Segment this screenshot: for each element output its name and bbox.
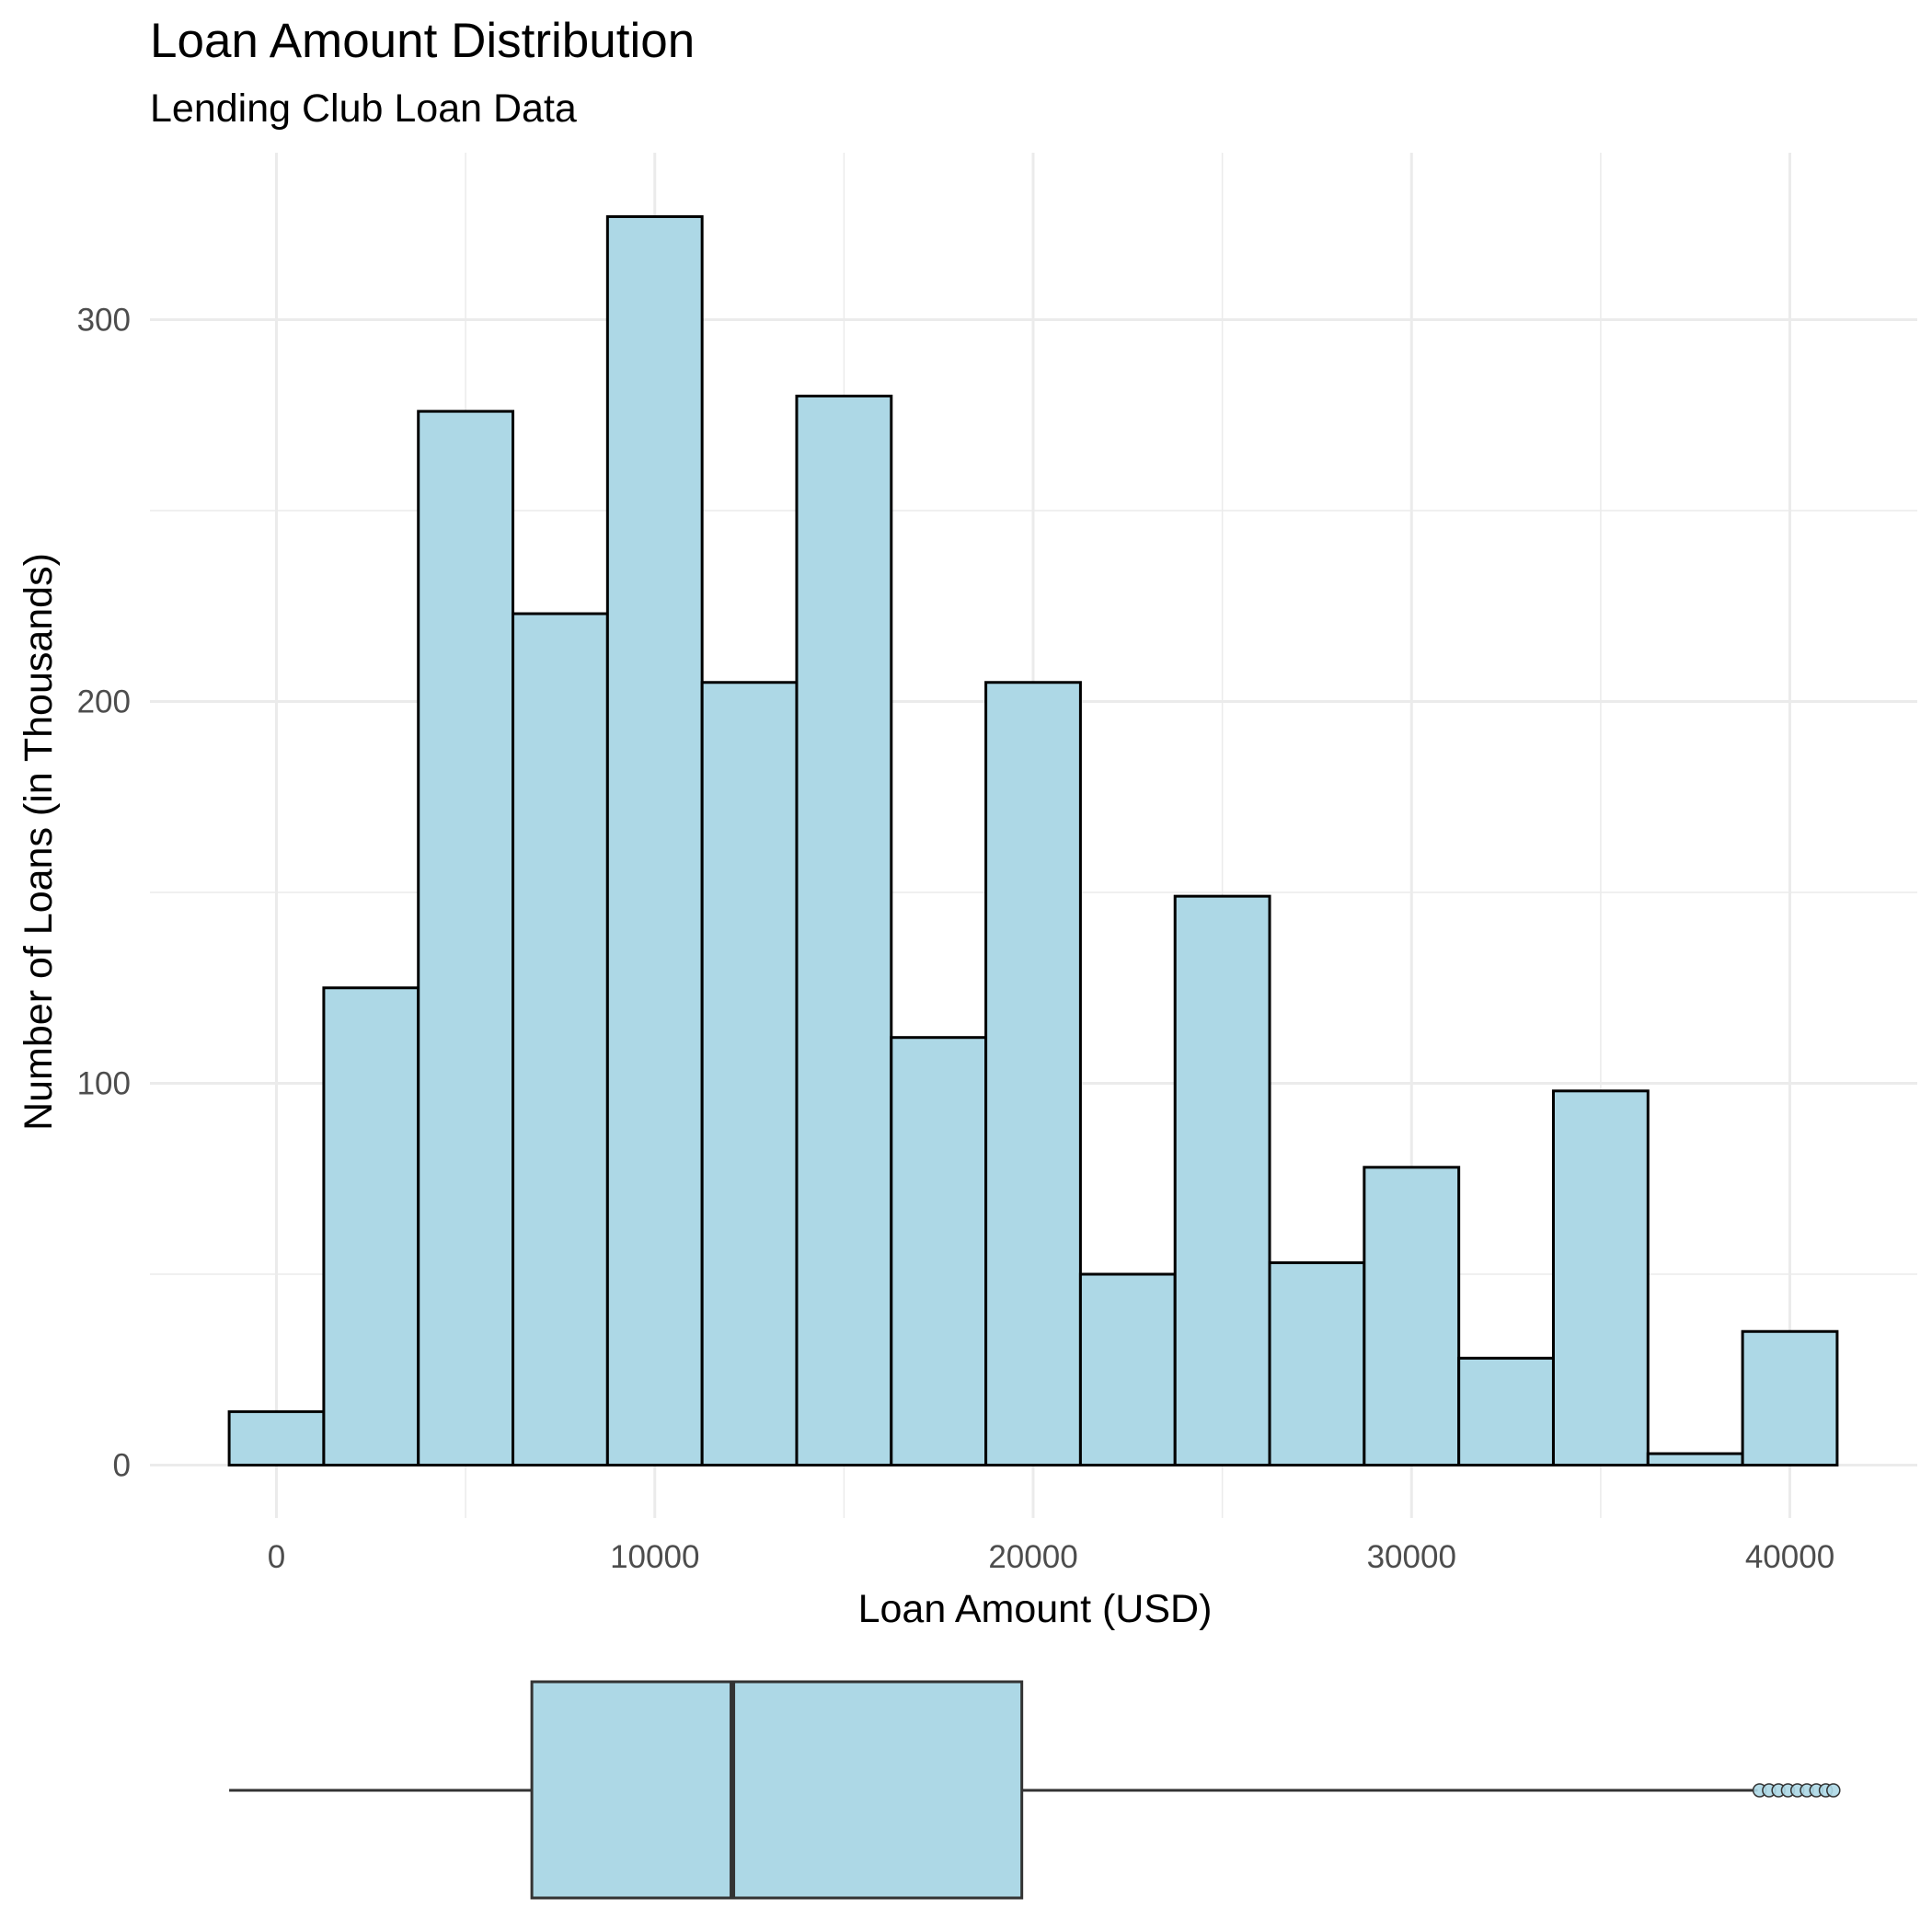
x-tick-label: 30000 [1367, 1539, 1456, 1575]
histogram-bar [795, 395, 893, 1466]
histogram-bar [417, 409, 515, 1467]
histogram-bars [227, 214, 1839, 1467]
histogram-bar [605, 214, 704, 1467]
boxplot [229, 1680, 1841, 1900]
histogram-bar [700, 681, 799, 1466]
histogram-bar [1173, 894, 1271, 1466]
y-tick-label: 100 [77, 1066, 131, 1102]
histogram-bar [1551, 1089, 1650, 1467]
x-tick-label: 20000 [988, 1539, 1077, 1575]
x-axis-title: Loan Amount (USD) [858, 1587, 1213, 1631]
histogram-bar [512, 612, 609, 1466]
chart-subtitle: Lending Club Loan Data [150, 86, 577, 131]
boxplot-box [530, 1680, 1024, 1900]
histogram-bar [1457, 1356, 1555, 1467]
x-tick-label: 10000 [610, 1539, 699, 1575]
y-tick-label: 200 [77, 684, 131, 720]
y-axis-title: Number of Loans (in Thousands) [17, 553, 61, 1131]
histogram-bar [1363, 1166, 1461, 1467]
histogram-bar [1268, 1261, 1366, 1467]
histogram-bar [1741, 1329, 1839, 1466]
x-tick-label: 0 [268, 1539, 285, 1575]
histogram-bar [890, 1036, 988, 1466]
histogram-bar [322, 986, 420, 1466]
histogram-bar [1646, 1452, 1744, 1467]
x-tick-labels: 0 10000 20000 30000 40000 [268, 1539, 1834, 1575]
boxplot-outlier-point [1826, 1783, 1841, 1798]
y-tick-labels: 0 100 200 300 [77, 303, 131, 1484]
y-tick-label: 0 [113, 1448, 131, 1484]
y-tick-label: 300 [77, 303, 131, 339]
histogram-bar [984, 681, 1082, 1466]
histogram-bar [1078, 1272, 1177, 1466]
x-tick-label: 40000 [1745, 1539, 1834, 1575]
histogram-bar [227, 1409, 326, 1467]
chart-title: Loan Amount Distribution [150, 14, 695, 68]
